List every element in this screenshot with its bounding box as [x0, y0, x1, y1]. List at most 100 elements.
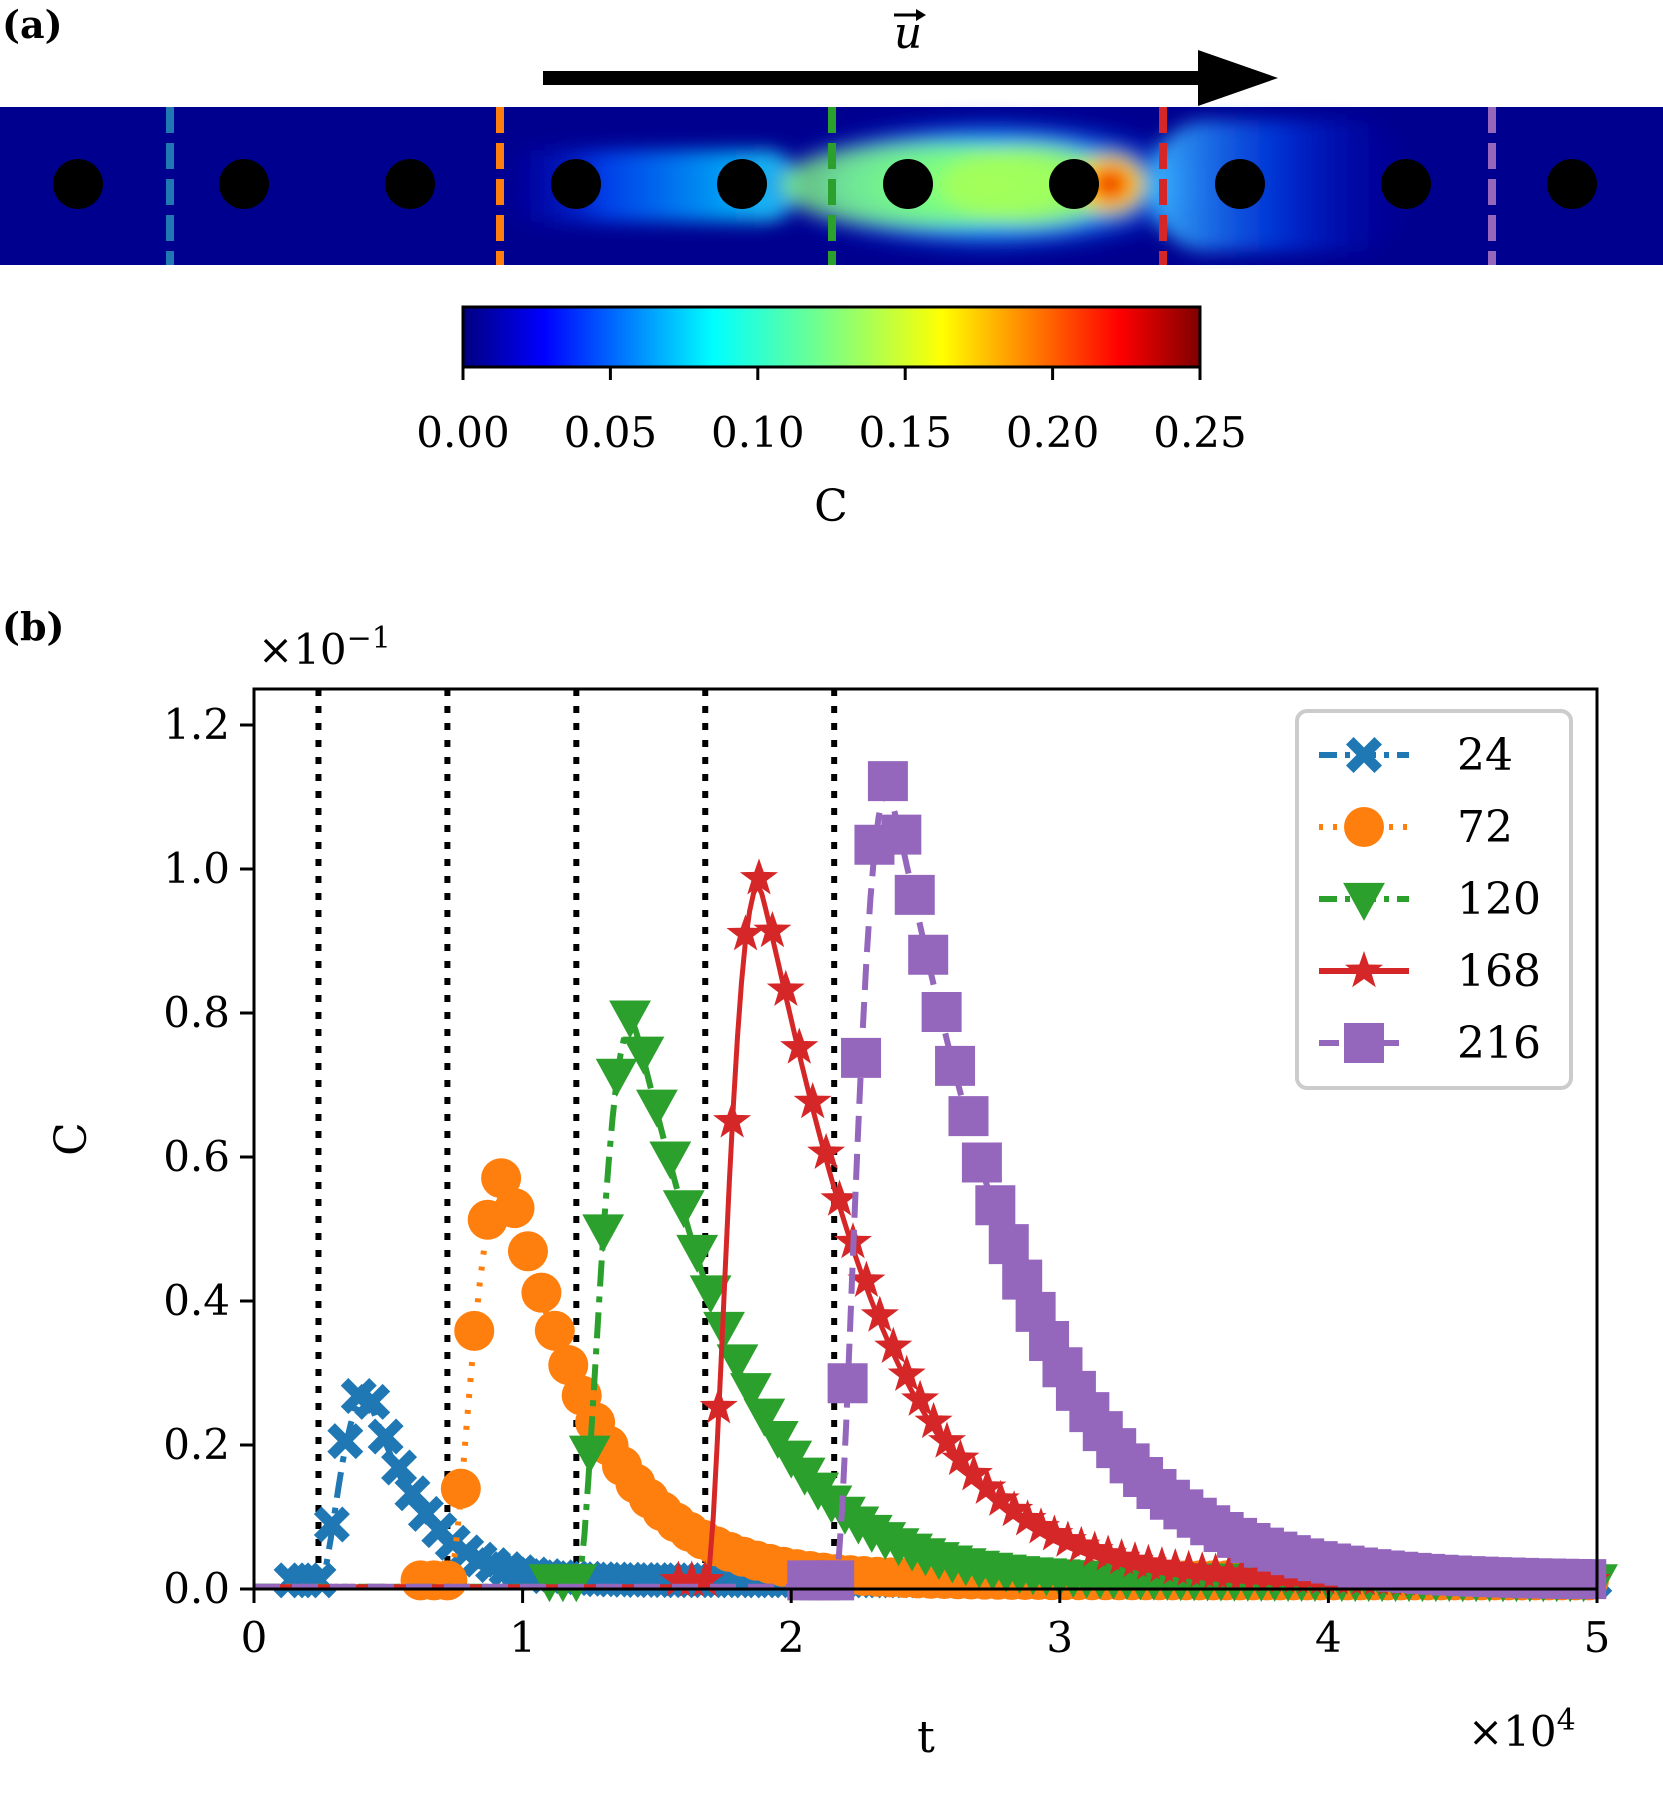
data-point [481, 1158, 522, 1199]
data-point [841, 1037, 882, 1078]
legend-entry-216: 216 [1319, 1018, 1541, 1069]
colorbar-tick-label: 0.00 [416, 408, 510, 457]
data-point [672, 1560, 711, 1597]
data-point [780, 1027, 819, 1064]
y-tick-label: 1.2 [163, 700, 230, 749]
y-axis-label: C [46, 1122, 97, 1156]
y-axis-ticks: 0.0 0.2 0.4 0.6 0.8 1.0 1.2 [163, 700, 254, 1613]
x-tick-label: 2 [778, 1613, 805, 1662]
data-point [860, 1295, 899, 1332]
data-point [699, 1387, 738, 1424]
legend-entry-168: 168 [1319, 946, 1541, 997]
legend-items: 24 72 120 168 216 [1319, 730, 1541, 1069]
data-point [689, 1275, 732, 1314]
legend-label: 72 [1457, 802, 1513, 853]
x-tick-label: 1 [509, 1613, 536, 1662]
colorbar: 0.00 0.05 0.10 0.15 0.20 0.25 C [416, 305, 1247, 532]
legend-label: 120 [1457, 874, 1541, 925]
data-point [820, 1179, 859, 1216]
data-point [726, 914, 765, 951]
series-layer [254, 761, 1618, 1603]
data-point [914, 1401, 953, 1439]
data-point [440, 1468, 481, 1509]
data-point [659, 1560, 698, 1597]
data-point [894, 874, 935, 915]
data-point [555, 1564, 598, 1603]
data-point [935, 1045, 976, 1086]
colorbar-tick-label: 0.10 [711, 408, 805, 457]
data-point [928, 1421, 966, 1458]
y-tick-label: 0.0 [163, 1564, 230, 1613]
colorbar-ticks: 0.00 0.05 0.10 0.15 0.20 0.25 [416, 367, 1247, 457]
y-tick-label: 0.2 [163, 1420, 230, 1469]
data-point [827, 1363, 868, 1404]
data-point [948, 1096, 989, 1137]
concentration-field [0, 107, 1663, 265]
obstacles [53, 159, 1597, 209]
data-point [1002, 1259, 1043, 1300]
legend-marker [1343, 882, 1385, 921]
data-point [1008, 1499, 1047, 1536]
data-point [954, 1454, 993, 1491]
colorbar-tick-label: 0.05 [564, 408, 658, 457]
series-120 [254, 1000, 1618, 1603]
obstacle-grain [219, 159, 269, 209]
legend-label: 24 [1457, 730, 1513, 781]
y-tick-label: 1.0 [163, 844, 230, 893]
data-point [881, 814, 922, 855]
data-point [427, 1560, 468, 1601]
data-point [582, 1214, 625, 1253]
obstacle-grain [1381, 159, 1431, 209]
data-point [975, 1185, 1016, 1226]
data-point [676, 1234, 719, 1273]
velocity-vector-tip [916, 9, 926, 21]
x-axis-label: t [917, 1712, 935, 1763]
data-point [1022, 1507, 1060, 1544]
data-point [454, 1310, 495, 1351]
data-point [988, 1224, 1029, 1265]
data-point [609, 1000, 651, 1039]
legend: 24 72 120 168 216 [1295, 709, 1573, 1090]
data-point [814, 1560, 855, 1601]
y-tick-label: 0.6 [163, 1132, 230, 1181]
obstacle-grain [551, 159, 601, 209]
data-point [521, 1272, 562, 1313]
legend-entry-72: 72 [1319, 802, 1513, 853]
data-point [961, 1142, 1002, 1183]
series-216 [254, 761, 1607, 1601]
obstacle-grain [1215, 159, 1265, 209]
panel-a: (a) u 0.00 0.05 0.10 0.1 [0, 2, 1663, 532]
obstacle-grain [1049, 159, 1099, 209]
data-point [743, 1398, 786, 1437]
data-point [1566, 1559, 1607, 1600]
data-point [995, 1490, 1034, 1527]
obstacle-grain [385, 159, 435, 209]
legend-entry-24: 24 [1319, 730, 1513, 781]
data-point [730, 1373, 772, 1412]
data-point [716, 1344, 759, 1383]
data-point [739, 858, 778, 895]
flow-arrow: u [543, 8, 1278, 106]
data-point [807, 1132, 846, 1169]
legend-marker [1345, 951, 1383, 988]
y-multiplier: ×10−1 [258, 621, 391, 674]
data-point [662, 1190, 705, 1229]
data-point [686, 1560, 725, 1597]
y-tick-label: 0.4 [163, 1276, 230, 1325]
colorbar-tick-label: 0.25 [1153, 408, 1247, 457]
data-point [793, 1082, 832, 1119]
legend-box [1295, 709, 1573, 1090]
data-point [766, 969, 805, 1006]
panel-a-label: (a) [2, 2, 63, 47]
data-point [636, 1089, 678, 1128]
data-point [354, 1383, 391, 1420]
data-point [367, 1418, 404, 1455]
data-point [595, 1058, 638, 1097]
legend-label: 216 [1457, 1018, 1541, 1069]
data-point [901, 1379, 940, 1416]
data-point [968, 1467, 1007, 1504]
data-point [921, 991, 962, 1032]
colorbar-tick-label: 0.15 [858, 408, 952, 457]
data-point [908, 934, 949, 975]
data-point [1048, 1520, 1087, 1557]
